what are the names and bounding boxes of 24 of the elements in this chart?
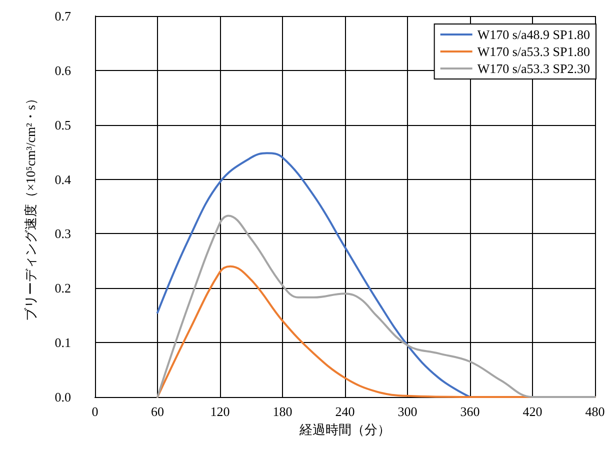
line-series: [156, 152, 471, 398]
y-tick-label: 0.6: [54, 62, 72, 78]
legend-label: W170 s/a53.3 SP2.30: [477, 61, 590, 76]
legend-label: W170 s/a48.9 SP1.80: [477, 27, 590, 42]
y-tick-label: 0.2: [54, 280, 71, 296]
x-tick-label: 60: [151, 404, 164, 419]
y-axis-title: ブリーディング速度（×10⁵cm³/cm²・s）: [23, 92, 38, 322]
x-tick-label: 120: [210, 404, 230, 419]
line-series: [156, 214, 596, 398]
x-tick-label: 420: [522, 404, 542, 419]
legend-label: W170 s/a53.3 SP1.80: [477, 44, 590, 59]
y-tick-label: 0.7: [54, 8, 72, 24]
x-axis-title: 経過時間（分）: [298, 422, 390, 437]
x-tick-label: 240: [335, 404, 355, 419]
y-tick-label: 0.3: [54, 226, 71, 242]
x-tick-label: 0: [92, 404, 98, 419]
y-tick-label: 0.0: [54, 390, 71, 404]
x-tick-label: 180: [272, 404, 292, 419]
y-tick-label: 0.5: [54, 117, 71, 132]
x-tick-label: 360: [460, 404, 480, 419]
x-tick-label: 480: [585, 404, 605, 419]
y-tick-label: 0.4: [54, 172, 72, 187]
y-tick-label: 0.1: [54, 335, 71, 350]
x-tick-label: 300: [398, 404, 418, 419]
